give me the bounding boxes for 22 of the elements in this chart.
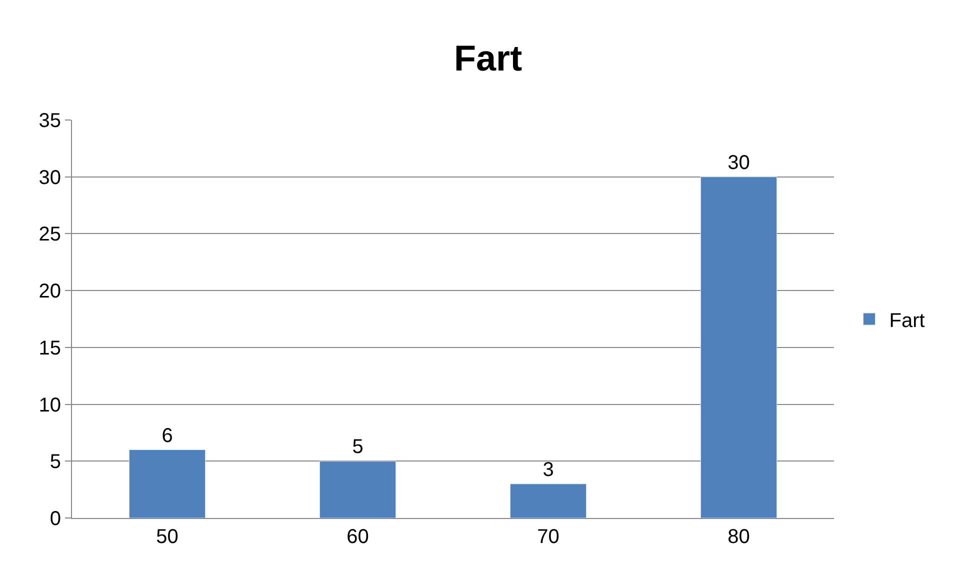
- data-label: 3: [542, 458, 554, 481]
- data-label: 6: [162, 424, 173, 447]
- x-tick-label: 70: [537, 526, 560, 548]
- y-tick-label: 5: [50, 451, 61, 474]
- bar: [319, 460, 396, 518]
- y-tick-label: 30: [38, 166, 61, 189]
- bar: [510, 484, 587, 518]
- data-label: 5: [352, 436, 364, 458]
- data-label: 30: [728, 152, 750, 174]
- y-tick-label: 15: [38, 337, 61, 360]
- legend-label: Fart: [889, 310, 926, 332]
- y-tick-label: 10: [38, 394, 61, 416]
- x-tick-label: 80: [728, 526, 750, 548]
- bar: [128, 450, 206, 518]
- x-tick-label: 50: [156, 526, 178, 548]
- y-tick-label: 0: [50, 508, 61, 530]
- bar: [700, 176, 778, 518]
- y-tick-label: 25: [38, 224, 61, 246]
- x-tick-label: 60: [346, 526, 369, 548]
- y-tick-label: 20: [38, 280, 61, 303]
- y-tick-label: 35: [38, 110, 61, 132]
- chart-title: Fart: [454, 38, 522, 78]
